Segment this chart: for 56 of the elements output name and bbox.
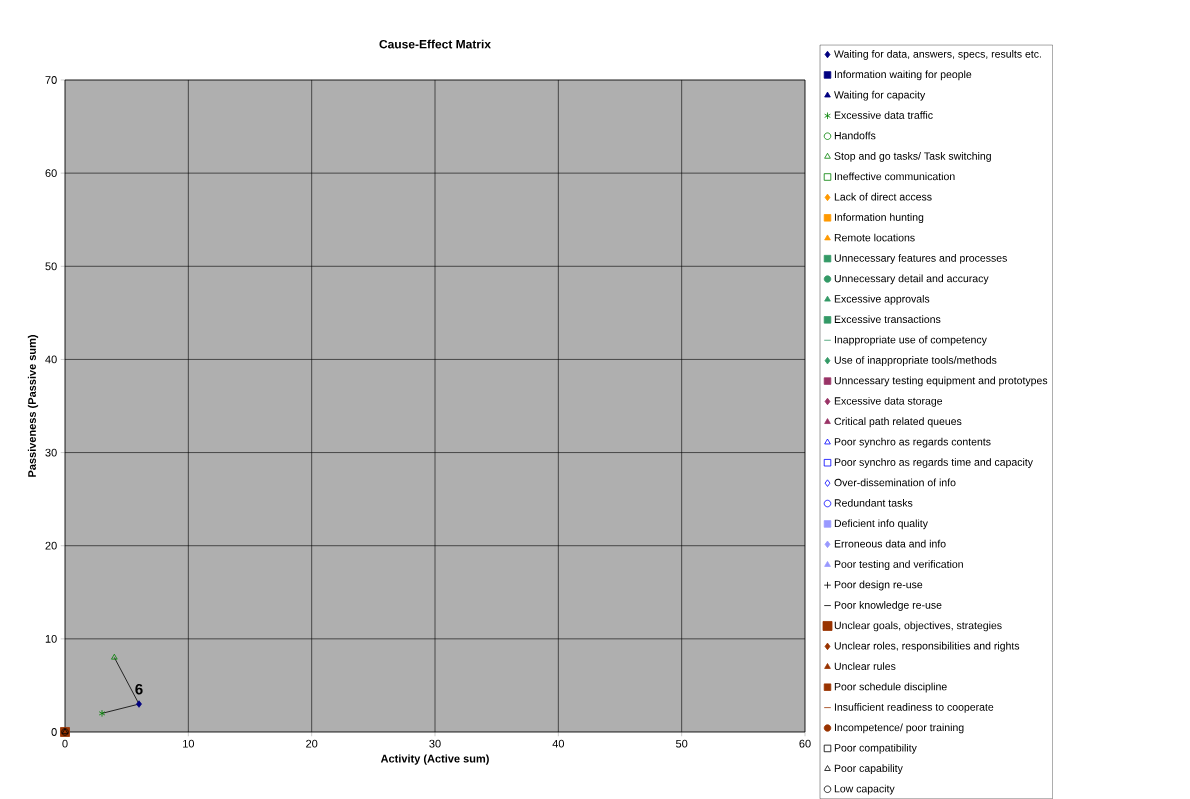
legend-label: Lack of direct access [834,192,932,201]
legend-label: Poor compatibility [834,743,917,754]
legend-label: Handoffs [834,131,876,140]
legend-label: Information waiting for people [834,70,972,81]
y-tick-label: 40 [45,355,57,364]
legend-label: Unnecessary features and processes [834,254,1007,264]
legend-label: Excessive data traffic [834,111,933,119]
y-axis-title: Passiveness (Passive sum) [27,335,39,477]
y-tick-label: 50 [45,262,57,271]
legend-label: Ineffective communication [834,172,955,181]
x-tick-label: 40 [552,739,565,748]
legend-label: Information hunting [834,213,924,224]
legend-label: Incompetence/ poor training [834,723,964,734]
legend-label: Unclear roles, responsibilities and rights [834,641,1020,652]
y-tick-label: 70 [45,76,57,84]
legend-label: Use of inappropriate tools/methods [834,356,997,366]
legend-label: Unncessary testing equipment and prototypes [834,376,1048,387]
legend-label: Remote locations [834,233,915,242]
legend-label: Insufficient readiness to cooperate [834,703,994,713]
x-tick-label: 50 [675,739,688,748]
x-tick-label: 10 [183,739,195,748]
legend-label: Low capacity [834,784,895,795]
y-tick-label: 10 [45,634,57,643]
legend-label: Waiting for capacity [834,90,926,101]
y-tick-label: 30 [45,448,57,457]
legend-label: Unclear rules [834,662,896,670]
legend-label: Deficient info quality [834,519,928,530]
legend-label: Over-dissemination of info [834,478,956,487]
legend-label: Critical path related queues [834,417,962,428]
x-tick-label: 60 [799,739,811,748]
legend-label: Inappropriate use of competency [834,335,987,346]
y-tick-label: 20 [45,541,57,550]
legend-label: Unnecessary detail and accuracy [834,274,989,285]
x-tick-label: 0 [62,739,68,748]
legend-label: Excessive transactions [834,315,941,324]
legend-label: Poor design re-use [834,580,923,591]
legend-label: Waiting for data, answers, specs, results etc. [834,50,1041,60]
legend-label: Poor schedule discipline [834,682,947,693]
legend-label: Poor synchro as regards contents [834,437,991,448]
x-axis-title: Activity (Active sum) [380,754,489,765]
legend-label: Poor knowledge re-use [834,601,942,611]
legend-label: Excessive approvals [834,294,930,305]
annotation: 6 [135,683,143,695]
chart-title: Cause-Effect Matrix [379,39,491,49]
legend-label: Poor testing and verification [834,560,963,570]
legend-label: Erroneous data and info [834,539,946,548]
y-tick-label: 0 [51,728,57,736]
legend-label: Excessive data storage [834,396,943,407]
x-tick-label: 30 [429,739,441,748]
legend-label: Poor capability [834,764,903,775]
legend-label: Poor synchro as regards time and capacity [834,458,1033,468]
legend-label: Unclear goals, objectives, strategies [834,621,1002,632]
x-tick-label: 20 [306,739,318,748]
legend-label: Stop and go tasks/ Task switching [834,152,991,162]
y-tick-label: 60 [45,169,57,178]
legend-label: Redundant tasks [834,498,913,507]
